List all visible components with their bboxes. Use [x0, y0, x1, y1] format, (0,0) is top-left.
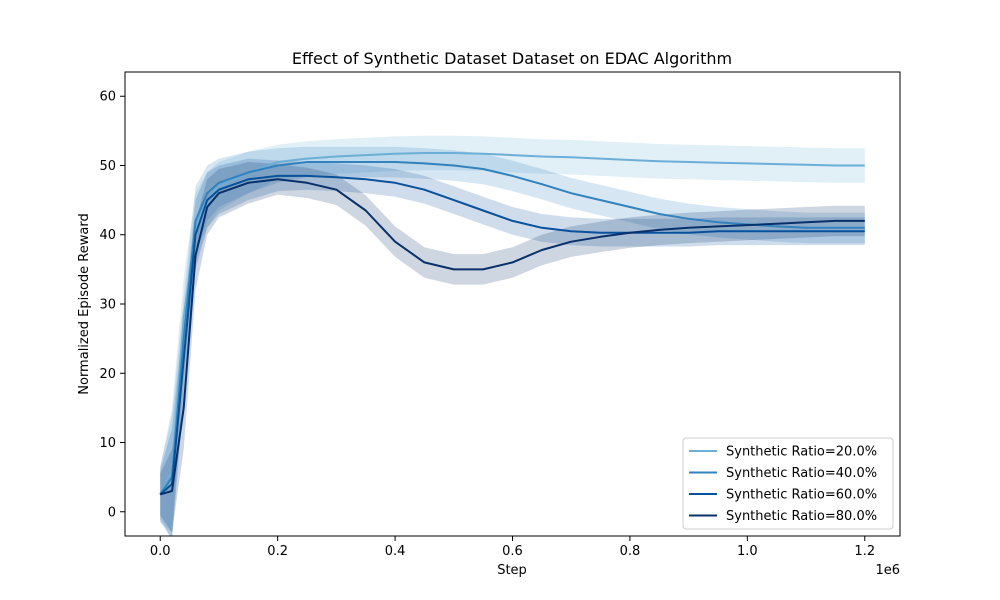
x-tick-label: 1.0 [737, 544, 758, 559]
y-tick-label: 50 [99, 159, 116, 174]
legend-label-2: Synthetic Ratio=40.0% [726, 466, 877, 481]
series-line-3 [159, 174, 865, 496]
x-tick-label: 0.4 [385, 544, 406, 559]
series-line-1 [159, 152, 865, 495]
series-band-1 [160, 135, 865, 533]
y-tick-label: 10 [99, 436, 116, 451]
y-tick-label: 30 [99, 298, 116, 313]
legend-label-4: Synthetic Ratio=80.0% [726, 509, 877, 524]
legend-frame [682, 437, 894, 530]
series-line-4 [159, 178, 865, 496]
series-lines [159, 152, 865, 496]
chart-title: Effect of Synthetic Dataset Dataset on E… [292, 49, 732, 68]
y-tick-label: 40 [99, 228, 116, 243]
y-tick-label: 60 [99, 90, 116, 105]
x-axis-label: Step [497, 563, 527, 578]
legend: Synthetic Ratio=20.0% Synthetic Ratio=40.… [682, 437, 894, 530]
y-axis: 0 10 20 30 40 50 60 [99, 90, 125, 520]
x-tick-label: 0.2 [267, 544, 288, 559]
legend-label-1: Synthetic Ratio=20.0% [726, 445, 877, 460]
x-tick-label: 0.6 [502, 544, 523, 559]
y-axis-label: Normalized Episode Reward [77, 213, 92, 394]
series-line-2 [159, 161, 865, 495]
x-tick-label: 1.2 [854, 544, 875, 559]
x-axis: 0.0 0.2 0.4 0.6 0.8 1.0 1.2 [150, 536, 875, 559]
legend-label-3: Synthetic Ratio=60.0% [726, 488, 877, 503]
x-tick-label: 0.0 [150, 544, 171, 559]
x-axis-offset-label: 1e6 [875, 563, 900, 578]
y-tick-label: 0 [108, 505, 116, 520]
x-tick-label: 0.8 [620, 544, 641, 559]
y-tick-label: 20 [99, 367, 116, 382]
series-band-3 [160, 158, 865, 536]
series-band-4 [160, 162, 865, 533]
